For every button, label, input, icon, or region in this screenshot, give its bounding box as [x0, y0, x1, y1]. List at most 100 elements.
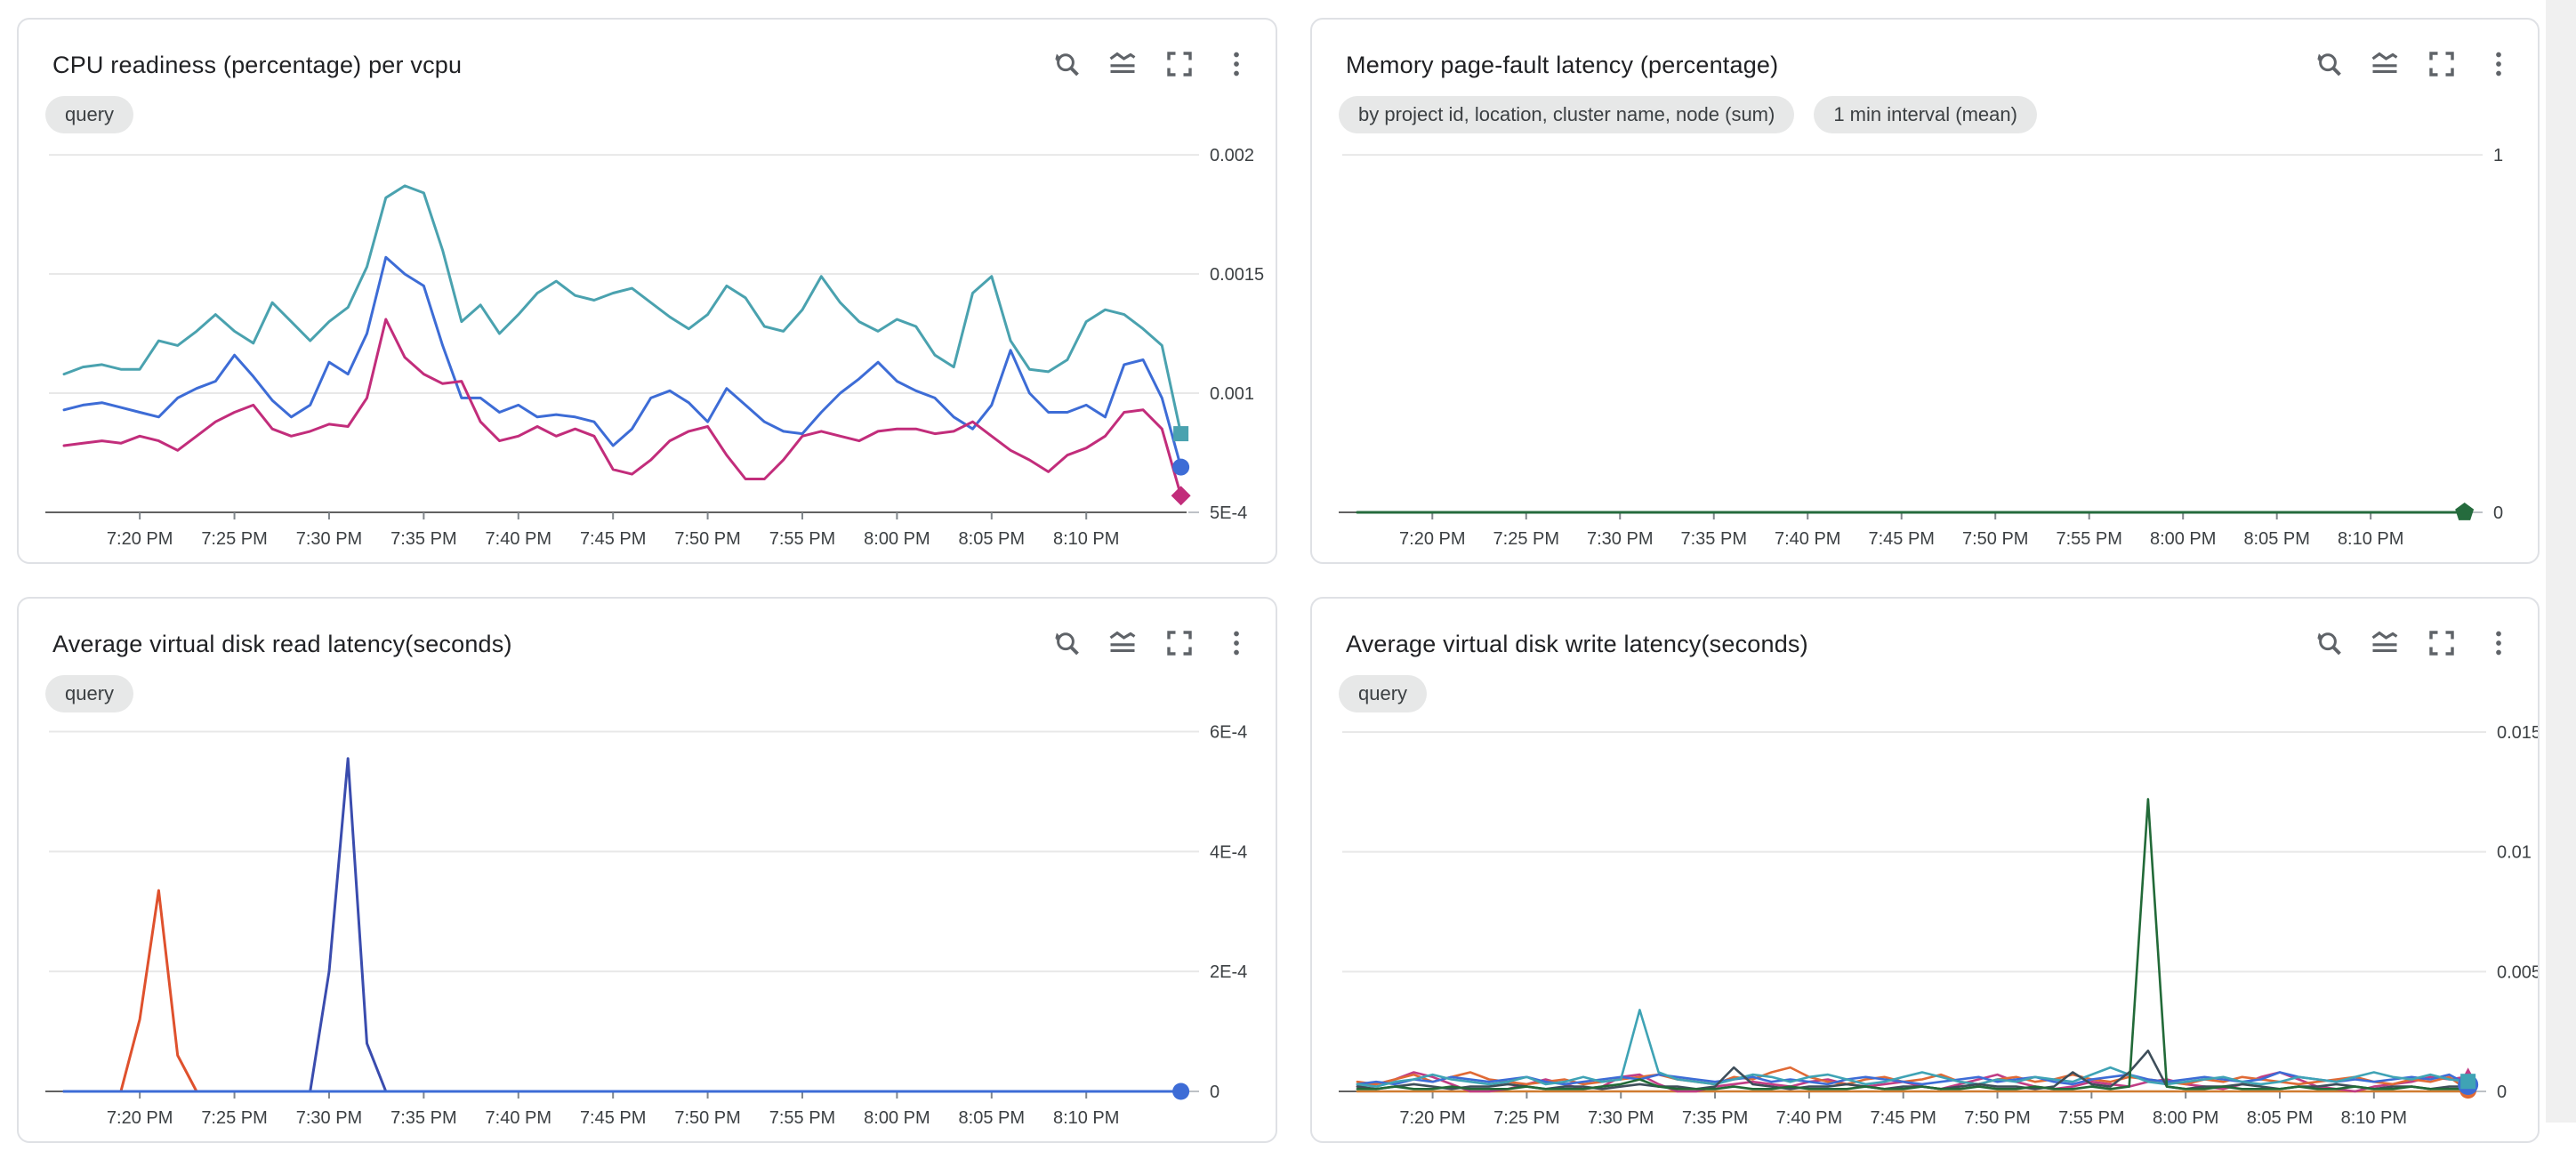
svg-text:7:35 PM: 7:35 PM — [1682, 1108, 1748, 1128]
fullscreen-button[interactable] — [1158, 624, 1201, 666]
fullscreen-icon — [2426, 627, 2458, 664]
explore-query-button[interactable] — [2306, 44, 2349, 87]
svg-text:7:30 PM: 7:30 PM — [296, 529, 362, 549]
chart-title: Memory page-fault latency (percentage) — [1346, 52, 1779, 78]
disk-read-latency-chart[interactable]: 6E-4 4E-4 2E-4 0 7:20 PM 7:25 PM 7:30 PM 7:35 P… — [19, 714, 1276, 1159]
chart-card-cpu-readiness: CPU readiness (percentage) per vcpu quer… — [17, 18, 1277, 564]
svg-text:8:10 PM: 8:10 PM — [1053, 529, 1119, 549]
svg-text:7:35 PM: 7:35 PM — [390, 1108, 456, 1128]
groupby-chip: by project id, location, cluster name, n… — [1339, 96, 1795, 133]
fullscreen-button[interactable] — [2420, 624, 2463, 666]
svg-text:7:40 PM: 7:40 PM — [486, 1108, 551, 1128]
legend-toggle-button[interactable] — [2363, 624, 2406, 666]
cpu-readiness-chart[interactable]: 0.002 0.0015 0.001 5E-4 7:20 PM 7:25 PM 7:30 P… — [19, 135, 1276, 580]
svg-text:2E-4: 2E-4 — [1210, 962, 1247, 982]
svg-text:8:05 PM: 8:05 PM — [959, 1108, 1025, 1128]
svg-text:7:55 PM: 7:55 PM — [2058, 1108, 2124, 1128]
chart-title: CPU readiness (percentage) per vcpu — [52, 52, 463, 78]
svg-text:0.005: 0.005 — [2497, 962, 2538, 982]
chip-row: by project id, location, cluster name, n… — [1339, 96, 2037, 133]
chart-card-disk-read-latency: Average virtual disk read latency(second… — [17, 597, 1277, 1143]
svg-text:7:55 PM: 7:55 PM — [769, 1108, 835, 1128]
memory-page-fault-chart[interactable]: 1 0 7:20 PM 7:25 PM 7:30 PM 7:35 PM 7:40 PM 7:4… — [1312, 135, 2538, 580]
svg-text:7:40 PM: 7:40 PM — [1776, 1108, 1842, 1128]
svg-text:7:45 PM: 7:45 PM — [1868, 529, 1934, 549]
svg-text:7:55 PM: 7:55 PM — [2056, 529, 2121, 549]
fullscreen-button[interactable] — [1158, 44, 1201, 87]
svg-text:0.01: 0.01 — [2497, 843, 2532, 863]
legend-toggle-icon — [1107, 627, 1139, 664]
svg-text:7:45 PM: 7:45 PM — [580, 529, 646, 549]
svg-text:7:20 PM: 7:20 PM — [107, 1108, 173, 1128]
svg-text:7:50 PM: 7:50 PM — [1964, 1108, 2030, 1128]
disk-write-latency-chart[interactable]: 0.015 0.01 0.005 0 7:20 PM 7:25 PM 7:30 PM 7:35… — [1312, 714, 2538, 1159]
query-chip: query — [45, 96, 134, 133]
svg-text:0.002: 0.002 — [1210, 146, 1254, 165]
explore-query-button[interactable] — [1044, 44, 1087, 87]
svg-text:0.001: 0.001 — [1210, 384, 1254, 404]
svg-text:7:25 PM: 7:25 PM — [1493, 1108, 1559, 1128]
svg-text:7:35 PM: 7:35 PM — [1681, 529, 1747, 549]
svg-text:7:45 PM: 7:45 PM — [1870, 1108, 1936, 1128]
legend-toggle-icon — [2369, 627, 2401, 664]
explore-query-icon — [1050, 627, 1082, 664]
interval-chip: 1 min interval (mean) — [1814, 96, 2037, 133]
more-options-icon — [2483, 627, 2515, 664]
chart-card-memory-page-fault: Memory page-fault latency (percentage) b… — [1310, 18, 2540, 564]
svg-text:7:20 PM: 7:20 PM — [1399, 529, 1465, 549]
svg-text:7:45 PM: 7:45 PM — [580, 1108, 646, 1128]
fullscreen-button[interactable] — [2420, 44, 2463, 87]
svg-text:7:30 PM: 7:30 PM — [1588, 1108, 1654, 1128]
scrollbar-gutter[interactable] — [2546, 0, 2576, 1123]
legend-toggle-button[interactable] — [1101, 44, 1144, 87]
chart-toolbar — [2306, 624, 2520, 666]
chart-toolbar — [1044, 624, 1258, 666]
legend-toggle-button[interactable] — [1101, 624, 1144, 666]
legend-toggle-button[interactable] — [2363, 44, 2406, 87]
more-options-button[interactable] — [1215, 44, 1258, 87]
svg-text:7:50 PM: 7:50 PM — [674, 1108, 740, 1128]
svg-text:7:35 PM: 7:35 PM — [390, 529, 456, 549]
svg-text:8:05 PM: 8:05 PM — [959, 529, 1025, 549]
svg-text:7:25 PM: 7:25 PM — [1493, 529, 1559, 549]
explore-query-button[interactable] — [2306, 624, 2349, 666]
svg-text:7:25 PM: 7:25 PM — [201, 1108, 267, 1128]
chart-title: Average virtual disk read latency(second… — [52, 631, 512, 657]
svg-text:7:50 PM: 7:50 PM — [1962, 529, 2028, 549]
more-options-icon — [2483, 48, 2515, 85]
more-options-icon — [1220, 627, 1252, 664]
svg-text:7:40 PM: 7:40 PM — [486, 529, 551, 549]
svg-text:5E-4: 5E-4 — [1210, 503, 1247, 523]
legend-toggle-icon — [2369, 48, 2401, 85]
chart-toolbar — [1044, 44, 1258, 87]
svg-text:7:50 PM: 7:50 PM — [674, 529, 740, 549]
explore-query-icon — [2312, 48, 2344, 85]
chip-row: query — [45, 675, 134, 712]
svg-text:8:05 PM: 8:05 PM — [2243, 529, 2309, 549]
svg-text:0.0015: 0.0015 — [1210, 265, 1264, 285]
svg-text:8:00 PM: 8:00 PM — [2153, 1108, 2218, 1128]
explore-query-icon — [1050, 48, 1082, 85]
svg-text:7:20 PM: 7:20 PM — [107, 529, 173, 549]
svg-text:4E-4: 4E-4 — [1210, 842, 1247, 862]
svg-text:7:30 PM: 7:30 PM — [296, 1108, 362, 1128]
svg-text:1: 1 — [2493, 146, 2503, 165]
svg-text:0.015: 0.015 — [2497, 723, 2538, 743]
chart-title: Average virtual disk write latency(secon… — [1346, 631, 1808, 657]
more-options-button[interactable] — [2477, 44, 2520, 87]
chip-row: query — [1339, 675, 1428, 712]
explore-query-icon — [2312, 627, 2344, 664]
svg-text:8:05 PM: 8:05 PM — [2247, 1108, 2313, 1128]
legend-toggle-icon — [1107, 48, 1139, 85]
fullscreen-icon — [1163, 48, 1195, 85]
svg-text:7:55 PM: 7:55 PM — [769, 529, 835, 549]
svg-text:8:00 PM: 8:00 PM — [864, 1108, 930, 1128]
svg-text:0: 0 — [2493, 503, 2503, 523]
more-options-button[interactable] — [2477, 624, 2520, 666]
svg-text:7:25 PM: 7:25 PM — [201, 529, 267, 549]
explore-query-button[interactable] — [1044, 624, 1087, 666]
more-options-button[interactable] — [1215, 624, 1258, 666]
fullscreen-icon — [2426, 48, 2458, 85]
svg-text:8:00 PM: 8:00 PM — [864, 529, 930, 549]
fullscreen-icon — [1163, 627, 1195, 664]
